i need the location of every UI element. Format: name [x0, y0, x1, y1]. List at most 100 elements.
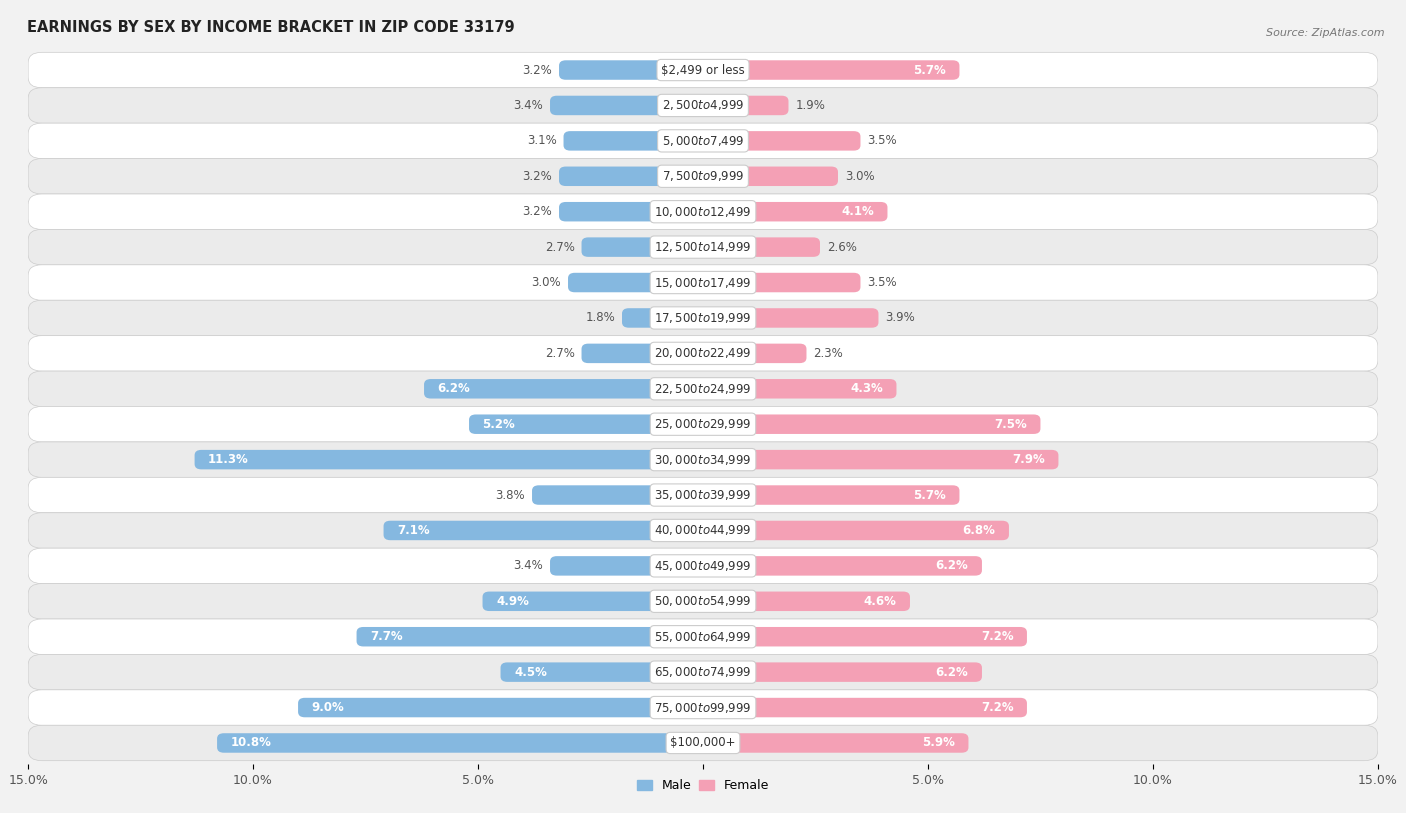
Text: 5.7%: 5.7% [914, 63, 946, 76]
Text: Source: ZipAtlas.com: Source: ZipAtlas.com [1267, 28, 1385, 38]
FancyBboxPatch shape [703, 167, 838, 186]
Text: 7.5%: 7.5% [994, 418, 1026, 431]
Text: $40,000 to $44,999: $40,000 to $44,999 [654, 524, 752, 537]
FancyBboxPatch shape [28, 406, 1378, 442]
Text: $50,000 to $54,999: $50,000 to $54,999 [654, 594, 752, 608]
Text: $25,000 to $29,999: $25,000 to $29,999 [654, 417, 752, 431]
Text: 3.5%: 3.5% [868, 134, 897, 147]
FancyBboxPatch shape [28, 194, 1378, 229]
Text: 5.9%: 5.9% [922, 737, 955, 750]
Text: 3.2%: 3.2% [523, 170, 553, 183]
Text: 11.3%: 11.3% [208, 453, 249, 466]
FancyBboxPatch shape [703, 733, 969, 753]
FancyBboxPatch shape [357, 627, 703, 646]
Text: 3.2%: 3.2% [523, 205, 553, 218]
FancyBboxPatch shape [28, 584, 1378, 619]
Text: 2.6%: 2.6% [827, 241, 856, 254]
FancyBboxPatch shape [560, 202, 703, 221]
FancyBboxPatch shape [550, 556, 703, 576]
Text: 5.7%: 5.7% [914, 489, 946, 502]
Text: $22,500 to $24,999: $22,500 to $24,999 [654, 382, 752, 396]
FancyBboxPatch shape [582, 344, 703, 363]
Text: 9.0%: 9.0% [312, 701, 344, 714]
FancyBboxPatch shape [28, 300, 1378, 336]
FancyBboxPatch shape [28, 336, 1378, 371]
Text: $75,000 to $99,999: $75,000 to $99,999 [654, 701, 752, 715]
Text: $7,500 to $9,999: $7,500 to $9,999 [662, 169, 744, 183]
FancyBboxPatch shape [28, 265, 1378, 300]
FancyBboxPatch shape [703, 96, 789, 115]
Text: 4.5%: 4.5% [515, 666, 547, 679]
Text: 4.9%: 4.9% [496, 595, 529, 608]
FancyBboxPatch shape [425, 379, 703, 398]
Text: 4.1%: 4.1% [841, 205, 875, 218]
Text: $5,000 to $7,499: $5,000 to $7,499 [662, 134, 744, 148]
Text: 7.7%: 7.7% [370, 630, 402, 643]
Text: 3.5%: 3.5% [868, 276, 897, 289]
Text: 6.2%: 6.2% [936, 666, 969, 679]
FancyBboxPatch shape [564, 131, 703, 150]
FancyBboxPatch shape [703, 663, 981, 682]
Text: 3.8%: 3.8% [496, 489, 526, 502]
Text: $35,000 to $39,999: $35,000 to $39,999 [654, 488, 752, 502]
FancyBboxPatch shape [703, 415, 1040, 434]
FancyBboxPatch shape [703, 627, 1026, 646]
FancyBboxPatch shape [28, 229, 1378, 265]
FancyBboxPatch shape [28, 52, 1378, 88]
FancyBboxPatch shape [703, 556, 981, 576]
FancyBboxPatch shape [28, 513, 1378, 548]
FancyBboxPatch shape [28, 88, 1378, 123]
FancyBboxPatch shape [568, 273, 703, 293]
FancyBboxPatch shape [703, 379, 897, 398]
Text: $30,000 to $34,999: $30,000 to $34,999 [654, 453, 752, 467]
FancyBboxPatch shape [703, 237, 820, 257]
Text: EARNINGS BY SEX BY INCOME BRACKET IN ZIP CODE 33179: EARNINGS BY SEX BY INCOME BRACKET IN ZIP… [27, 20, 515, 35]
FancyBboxPatch shape [703, 202, 887, 221]
FancyBboxPatch shape [28, 477, 1378, 513]
FancyBboxPatch shape [28, 654, 1378, 690]
FancyBboxPatch shape [28, 690, 1378, 725]
Text: $100,000+: $100,000+ [671, 737, 735, 750]
Text: $55,000 to $64,999: $55,000 to $64,999 [654, 630, 752, 644]
FancyBboxPatch shape [703, 273, 860, 293]
FancyBboxPatch shape [501, 663, 703, 682]
Text: $15,000 to $17,499: $15,000 to $17,499 [654, 276, 752, 289]
Text: 1.8%: 1.8% [585, 311, 616, 324]
FancyBboxPatch shape [703, 698, 1026, 717]
Text: 3.0%: 3.0% [531, 276, 561, 289]
Text: 4.3%: 4.3% [851, 382, 883, 395]
FancyBboxPatch shape [582, 237, 703, 257]
Text: 2.7%: 2.7% [546, 347, 575, 360]
FancyBboxPatch shape [703, 344, 807, 363]
FancyBboxPatch shape [621, 308, 703, 328]
FancyBboxPatch shape [298, 698, 703, 717]
Text: 6.2%: 6.2% [437, 382, 470, 395]
FancyBboxPatch shape [703, 520, 1010, 540]
FancyBboxPatch shape [194, 450, 703, 469]
Text: $10,000 to $12,499: $10,000 to $12,499 [654, 205, 752, 219]
FancyBboxPatch shape [482, 592, 703, 611]
Text: 7.2%: 7.2% [981, 701, 1014, 714]
Text: 5.2%: 5.2% [482, 418, 515, 431]
FancyBboxPatch shape [703, 308, 879, 328]
FancyBboxPatch shape [28, 123, 1378, 159]
FancyBboxPatch shape [28, 548, 1378, 584]
FancyBboxPatch shape [703, 60, 959, 80]
Text: $2,500 to $4,999: $2,500 to $4,999 [662, 98, 744, 112]
FancyBboxPatch shape [531, 485, 703, 505]
Text: 3.2%: 3.2% [523, 63, 553, 76]
Text: 2.7%: 2.7% [546, 241, 575, 254]
Text: 3.9%: 3.9% [886, 311, 915, 324]
Text: 4.6%: 4.6% [863, 595, 897, 608]
Text: 1.9%: 1.9% [796, 99, 825, 112]
Legend: Male, Female: Male, Female [631, 774, 775, 798]
FancyBboxPatch shape [703, 592, 910, 611]
Text: 7.9%: 7.9% [1012, 453, 1045, 466]
Text: $45,000 to $49,999: $45,000 to $49,999 [654, 559, 752, 573]
FancyBboxPatch shape [703, 485, 959, 505]
FancyBboxPatch shape [217, 733, 703, 753]
Text: 3.4%: 3.4% [513, 99, 543, 112]
Text: $12,500 to $14,999: $12,500 to $14,999 [654, 240, 752, 254]
Text: 6.2%: 6.2% [936, 559, 969, 572]
FancyBboxPatch shape [560, 167, 703, 186]
